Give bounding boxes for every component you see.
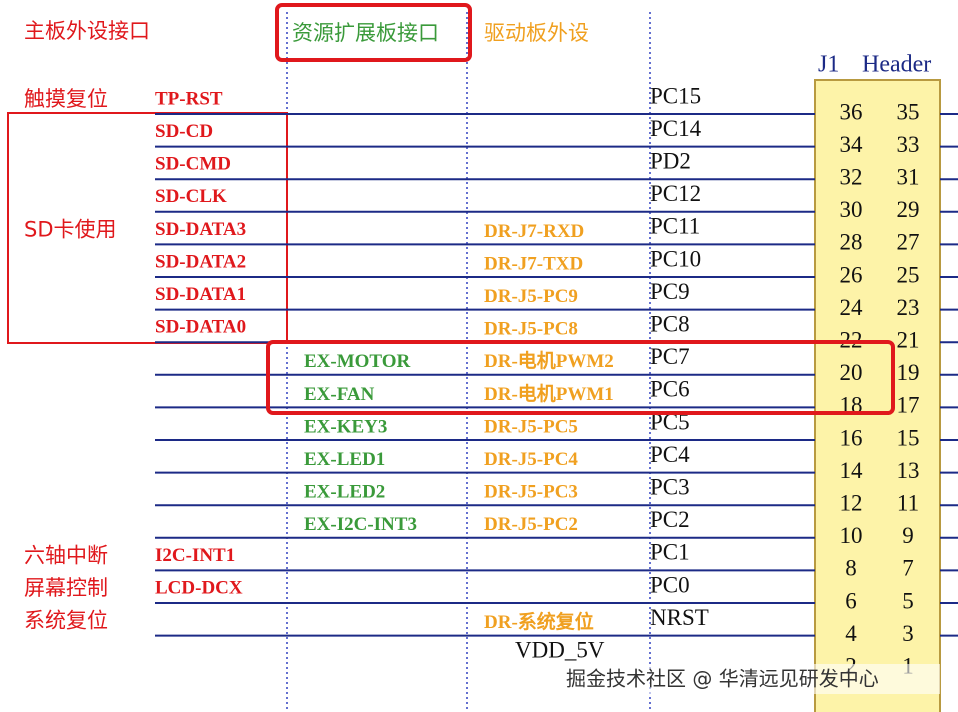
driver-label: DR-电机PWM1 xyxy=(484,382,614,405)
pin-number: 25 xyxy=(897,262,920,287)
pin-name: PC2 xyxy=(650,507,690,532)
pin-number: 30 xyxy=(840,197,863,222)
pin-number: 34 xyxy=(840,132,864,157)
watermark: 掘金技术社区 @ 华清远见研发中心 xyxy=(566,667,879,691)
driver-label: DR-J5-PC4 xyxy=(484,449,578,470)
expansion-label: EX-MOTOR xyxy=(304,351,411,372)
group-label: 触摸复位 xyxy=(24,87,108,111)
pin-number: 23 xyxy=(897,295,920,320)
pin-number: 7 xyxy=(902,556,914,581)
driver-label: DR-J5-PC8 xyxy=(484,319,578,340)
driver-label: DR-J7-TXD xyxy=(484,253,583,274)
group-label: 屏幕控制 xyxy=(24,576,108,600)
driver-label: DR-J5-PC9 xyxy=(484,286,578,307)
header-driver: 驱动板外设 xyxy=(484,21,589,45)
signal-label: SD-CD xyxy=(155,121,213,142)
signal-label: LCD-DCX xyxy=(155,577,243,598)
signal-label: SD-DATA3 xyxy=(155,219,246,240)
pin-number: 13 xyxy=(897,458,920,483)
expansion-label: EX-LED2 xyxy=(304,482,385,503)
pin-number: 9 xyxy=(902,523,914,548)
pin-number: 35 xyxy=(897,99,920,124)
signal-label: SD-DATA2 xyxy=(155,251,246,272)
pin-number: 5 xyxy=(902,588,914,613)
highlight-box xyxy=(275,3,472,62)
pin-name: PD2 xyxy=(650,148,691,173)
driver-label: DR-J5-PC2 xyxy=(484,514,578,535)
highlight-box xyxy=(266,340,895,415)
driver-label: DR-J5-PC3 xyxy=(484,482,578,503)
pin-number: 24 xyxy=(840,295,864,320)
group-box xyxy=(7,112,288,344)
pin-number: 20 xyxy=(840,360,863,385)
signal-label: TP-RST xyxy=(155,88,223,109)
pin-number: 11 xyxy=(897,490,919,515)
pin-number: 4 xyxy=(845,621,857,646)
pin-name: PC7 xyxy=(650,344,690,369)
signal-label: I2C-INT1 xyxy=(155,545,235,566)
pin-name: PC8 xyxy=(650,311,690,336)
expansion-label: EX-FAN xyxy=(304,384,375,405)
pin-number: 32 xyxy=(840,164,863,189)
pin-name: PC6 xyxy=(650,377,690,402)
header-expansion: 资源扩展板接口 xyxy=(292,21,439,45)
pin-name: PC4 xyxy=(650,442,690,467)
signal-label: SD-DATA0 xyxy=(155,317,246,338)
group-label: SD卡使用 xyxy=(24,217,117,241)
signal-label: SD-CMD xyxy=(155,154,231,175)
driver-label: DR-J5-PC5 xyxy=(484,416,578,437)
pin-number: 31 xyxy=(897,164,920,189)
pin-name: PC10 xyxy=(650,246,701,271)
pin-name: PC12 xyxy=(650,181,701,206)
header-main: 主板外设接口 xyxy=(24,19,150,43)
pin-number: 3 xyxy=(902,621,914,646)
pin-number: 10 xyxy=(840,523,863,548)
watermark-bg xyxy=(560,664,940,694)
pin-number: 26 xyxy=(840,262,863,287)
driver-label: DR-系统复位 xyxy=(484,610,594,633)
pin-number: 14 xyxy=(840,458,864,483)
group-label: 系统复位 xyxy=(24,609,108,633)
pin-name: PC14 xyxy=(650,116,702,141)
pin-name: PC15 xyxy=(650,83,701,108)
pin-number: 29 xyxy=(897,197,920,222)
driver-label: DR-电机PWM2 xyxy=(484,349,614,372)
pin-name: PC9 xyxy=(650,279,690,304)
pin-name: PC11 xyxy=(650,214,700,239)
pin-number: 28 xyxy=(840,230,863,255)
pin-number: 21 xyxy=(897,327,920,352)
signal-label: SD-DATA1 xyxy=(155,284,246,305)
pin-name: NRST xyxy=(650,605,709,630)
expansion-label: EX-I2C-INT3 xyxy=(304,514,417,535)
pin-number: 6 xyxy=(845,588,857,613)
pin-number: 16 xyxy=(840,425,863,450)
pin-number: 27 xyxy=(897,230,920,255)
pin-number: 8 xyxy=(845,556,857,581)
pin-name: VDD_5V xyxy=(515,637,605,662)
connector-type: Header xyxy=(862,52,931,78)
signal-label: SD-CLK xyxy=(155,186,227,207)
pin-name: PC0 xyxy=(650,572,690,597)
expansion-label: EX-KEY3 xyxy=(304,416,387,437)
pin-number: 12 xyxy=(840,490,863,515)
pin-number: 22 xyxy=(840,327,863,352)
connector-body xyxy=(814,79,941,712)
pin-name: PC3 xyxy=(650,474,690,499)
pin-number: 33 xyxy=(897,132,920,157)
pin-number: 19 xyxy=(897,360,920,385)
pin-number: 36 xyxy=(840,99,863,124)
group-label: 六轴中断 xyxy=(24,543,108,567)
pin-number: 17 xyxy=(897,393,920,418)
driver-label: DR-J7-RXD xyxy=(484,221,584,242)
connector-name: J1 xyxy=(818,52,839,78)
pin-name: PC1 xyxy=(650,540,690,565)
pin-number: 15 xyxy=(897,425,920,450)
expansion-label: EX-LED1 xyxy=(304,449,385,470)
